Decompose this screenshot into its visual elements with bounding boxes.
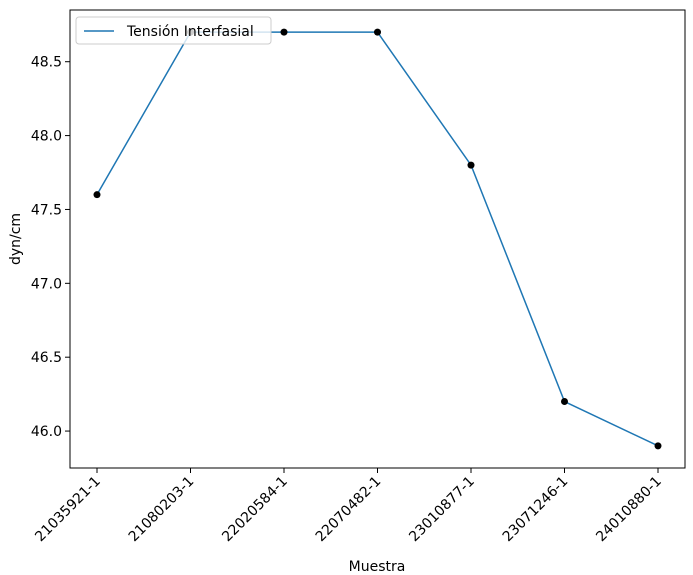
x-tick-label: 24010880-1 bbox=[593, 474, 665, 546]
data-point bbox=[561, 398, 568, 406]
y-axis-ticks: 46.0 46.5 47.0 47.5 48.0 48.5 bbox=[31, 55, 70, 440]
legend-label: Tensión Interfasial bbox=[126, 24, 254, 40]
legend: Tensión Interfasial bbox=[75, 16, 272, 45]
x-tick-label: 23010877-1 bbox=[406, 474, 478, 546]
y-tick-label: 46.5 bbox=[31, 350, 62, 366]
y-tick-label: 48.0 bbox=[31, 129, 62, 145]
x-tick-label: 23071246-1 bbox=[500, 474, 572, 546]
data-point bbox=[374, 28, 381, 36]
plot-area bbox=[70, 10, 685, 468]
y-axis-label: dyn/cm bbox=[8, 213, 24, 265]
x-axis-ticks: 21035921-1 21080203-1 22020584-1 22070482-1… bbox=[32, 468, 665, 545]
data-point bbox=[93, 191, 101, 199]
x-tick-label: 21080203-1 bbox=[126, 474, 198, 546]
x-tick-label: 21035921-1 bbox=[32, 474, 104, 546]
x-tick-label: 22020584-1 bbox=[219, 474, 291, 546]
y-tick-label: 47.0 bbox=[31, 276, 62, 292]
plot-frame bbox=[69, 9, 686, 469]
y-tick-label: 46.0 bbox=[31, 424, 62, 440]
legend-box bbox=[75, 16, 272, 45]
data-point bbox=[467, 161, 475, 169]
x-axis-label: Muestra bbox=[349, 559, 406, 575]
data-point bbox=[280, 28, 288, 36]
data-point bbox=[654, 442, 662, 450]
x-tick-label: 22070482-1 bbox=[313, 474, 385, 546]
y-tick-label: 48.5 bbox=[31, 55, 62, 71]
y-tick-label: 47.5 bbox=[31, 202, 62, 218]
